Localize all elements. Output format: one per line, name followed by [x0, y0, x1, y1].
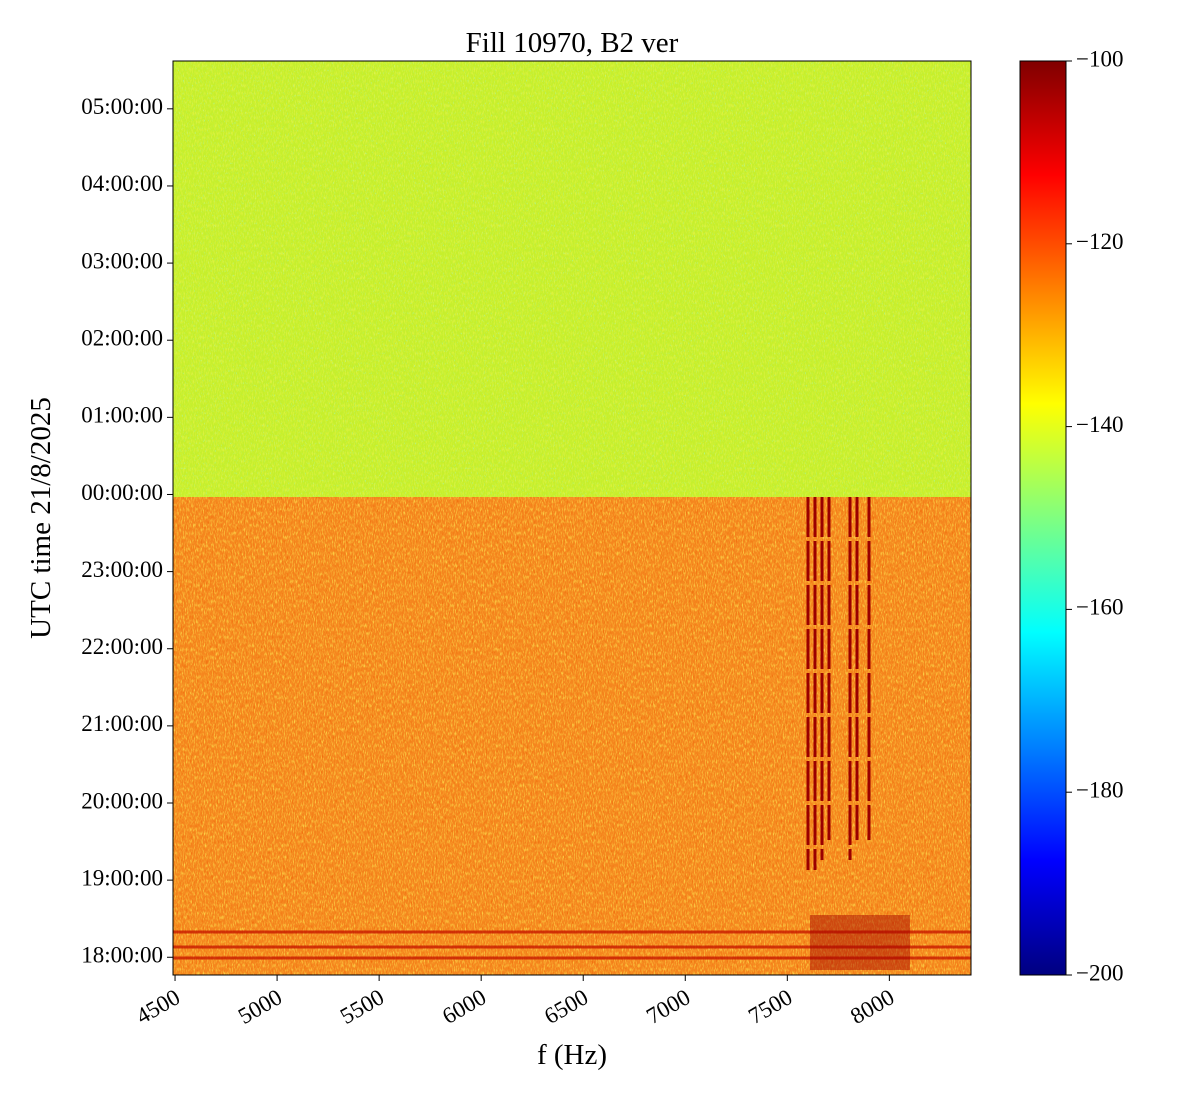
y-tick-label: 00:00:00: [81, 480, 163, 505]
colorbar-tick-label: −180: [1076, 777, 1123, 802]
x-tick-label: 7000: [642, 984, 694, 1029]
y-tick-label: 21:00:00: [81, 711, 163, 736]
y-tick-label: 22:00:00: [81, 634, 163, 659]
colorbar-tick-label: −100: [1076, 46, 1123, 71]
x-tick-label: 7500: [744, 984, 796, 1029]
y-tick-label: 01:00:00: [81, 403, 163, 428]
x-axis-label: f (Hz): [537, 1039, 607, 1071]
x-tick-label: 4500: [132, 984, 184, 1029]
y-tick-label: 04:00:00: [81, 171, 163, 196]
y-tick-label: 20:00:00: [81, 788, 163, 813]
y-axis-label: UTC time 21/8/2025: [25, 397, 57, 639]
colorbar-tick-label: −200: [1076, 960, 1123, 985]
y-tick-label: 03:00:00: [81, 248, 163, 273]
y-tick-label: 23:00:00: [81, 557, 163, 582]
colorbar-tick-label: −120: [1076, 229, 1123, 254]
y-tick-label: 19:00:00: [81, 865, 163, 890]
spectrogram-image: [172, 60, 972, 976]
y-tick-label: 02:00:00: [81, 325, 163, 350]
y-tick-label: 05:00:00: [81, 94, 163, 119]
x-tick-label: 5000: [234, 984, 286, 1029]
colorbar: [1019, 60, 1067, 976]
colorbar-tick-label: −140: [1076, 412, 1123, 437]
x-tick-label: 6000: [438, 984, 490, 1029]
x-tick-label: 5500: [336, 984, 388, 1029]
colorbar-tick-label: −160: [1076, 595, 1123, 620]
x-tick-label: 6500: [540, 984, 592, 1029]
x-tick-label: 8000: [846, 984, 898, 1029]
chart-title: Fill 10970, B2 ver: [466, 27, 679, 59]
y-tick-label: 18:00:00: [81, 943, 163, 968]
